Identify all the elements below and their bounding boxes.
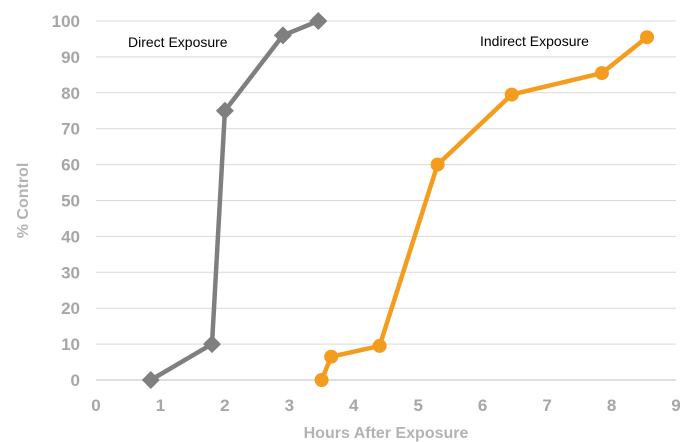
data-point-diamond: [309, 12, 328, 30]
y-tick-label: 70: [61, 120, 80, 139]
indirect-exposure-label: Indirect Exposure: [480, 33, 589, 49]
data-point-diamond: [141, 371, 160, 389]
data-point-diamond: [273, 26, 292, 45]
x-tick-label: 9: [671, 396, 680, 415]
x-tick-label: 5: [413, 396, 422, 415]
x-axis-title: Hours After Exposure: [304, 425, 469, 442]
y-tick-label: 20: [61, 299, 80, 318]
x-tick-label: 2: [220, 396, 229, 415]
data-point-circle: [594, 66, 609, 81]
series-direct-exposure: [141, 12, 328, 389]
data-point-circle: [324, 349, 339, 364]
y-tick-label: 0: [71, 371, 80, 390]
data-point-circle: [504, 87, 519, 102]
data-point-circle: [640, 30, 654, 45]
data-point-diamond: [203, 335, 221, 354]
y-tick-label: 80: [61, 84, 80, 103]
y-tick-label: 50: [61, 192, 80, 211]
x-axis-ticks: 0 1 2 3 4 5 6 7 8 9: [91, 396, 680, 415]
series-indirect-exposure: [314, 30, 654, 387]
y-tick-label: 60: [61, 156, 80, 175]
x-tick-label: 8: [607, 396, 616, 415]
data-point-circle: [372, 338, 387, 353]
data-point-diamond: [215, 101, 234, 120]
x-tick-label: 7: [542, 396, 551, 415]
x-tick-label: 6: [478, 396, 487, 415]
y-axis-title: % Control: [15, 163, 32, 239]
series-line: [319, 34, 650, 383]
x-tick-label: 3: [285, 396, 294, 415]
data-point-circle: [314, 373, 329, 387]
y-tick-label: 30: [61, 263, 80, 282]
y-tick-label: 40: [61, 227, 80, 246]
gridlines: [96, 20, 676, 381]
y-tick-label: 100: [52, 12, 80, 31]
x-tick-label: 0: [91, 396, 100, 415]
x-tick-label: 4: [349, 396, 359, 415]
x-tick-label: 1: [156, 396, 165, 415]
y-tick-label: 10: [61, 335, 80, 354]
direct-exposure-label: Direct Exposure: [128, 34, 228, 50]
series-layer: [141, 12, 654, 389]
data-point-circle: [430, 157, 445, 172]
y-axis-ticks: 0 10 20 30 40 50 60 70 80 90 100: [52, 12, 80, 390]
y-tick-label: 90: [61, 48, 80, 67]
